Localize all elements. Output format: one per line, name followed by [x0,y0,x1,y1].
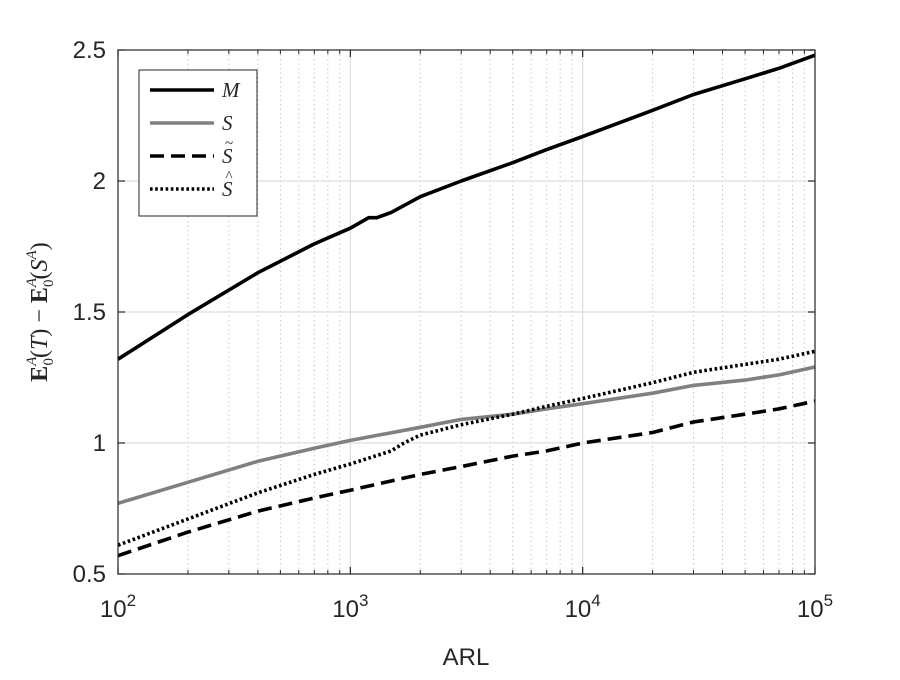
y-tick-labels: 0.5 1 1.5 2 2.5 [73,37,106,588]
series-line-3 [117,399,816,558]
x-tick-labels: 102 103 104 105 [100,591,833,623]
x-tick-label: 103 [332,591,368,623]
legend-label-4: S [222,177,233,201]
legend-accent-3: ~ [225,136,233,152]
x-axis-label: ARL [443,644,490,671]
y-tick-label: 2 [93,168,106,195]
legend-label-3: S [222,144,233,168]
x-tick-label: 104 [565,591,601,623]
y-tick-label: 1 [93,430,106,457]
series-line-1 [117,53,816,361]
x-tick-label: 105 [797,591,833,623]
series-line-4 [117,349,816,547]
axis-ticks [117,49,816,575]
y-tick-label: 2.5 [73,37,106,64]
legend-label-2: S [222,111,233,135]
y-tick-label: 0.5 [73,561,106,588]
legend-accent-4: ^ [225,169,232,185]
y-tick-label: 1.5 [73,299,106,326]
series-layer [117,53,816,558]
legend: MSS~S^ [138,69,258,217]
svg-text:EA0(T) − EA0(SA): EA0(T) − EA0(SA) [24,242,57,381]
y-axis-label: EA0(T) − EA0(SA) [24,242,57,381]
x-tick-label: 102 [100,591,136,623]
legend-label-1: M [221,78,241,102]
legend-box [138,69,258,217]
